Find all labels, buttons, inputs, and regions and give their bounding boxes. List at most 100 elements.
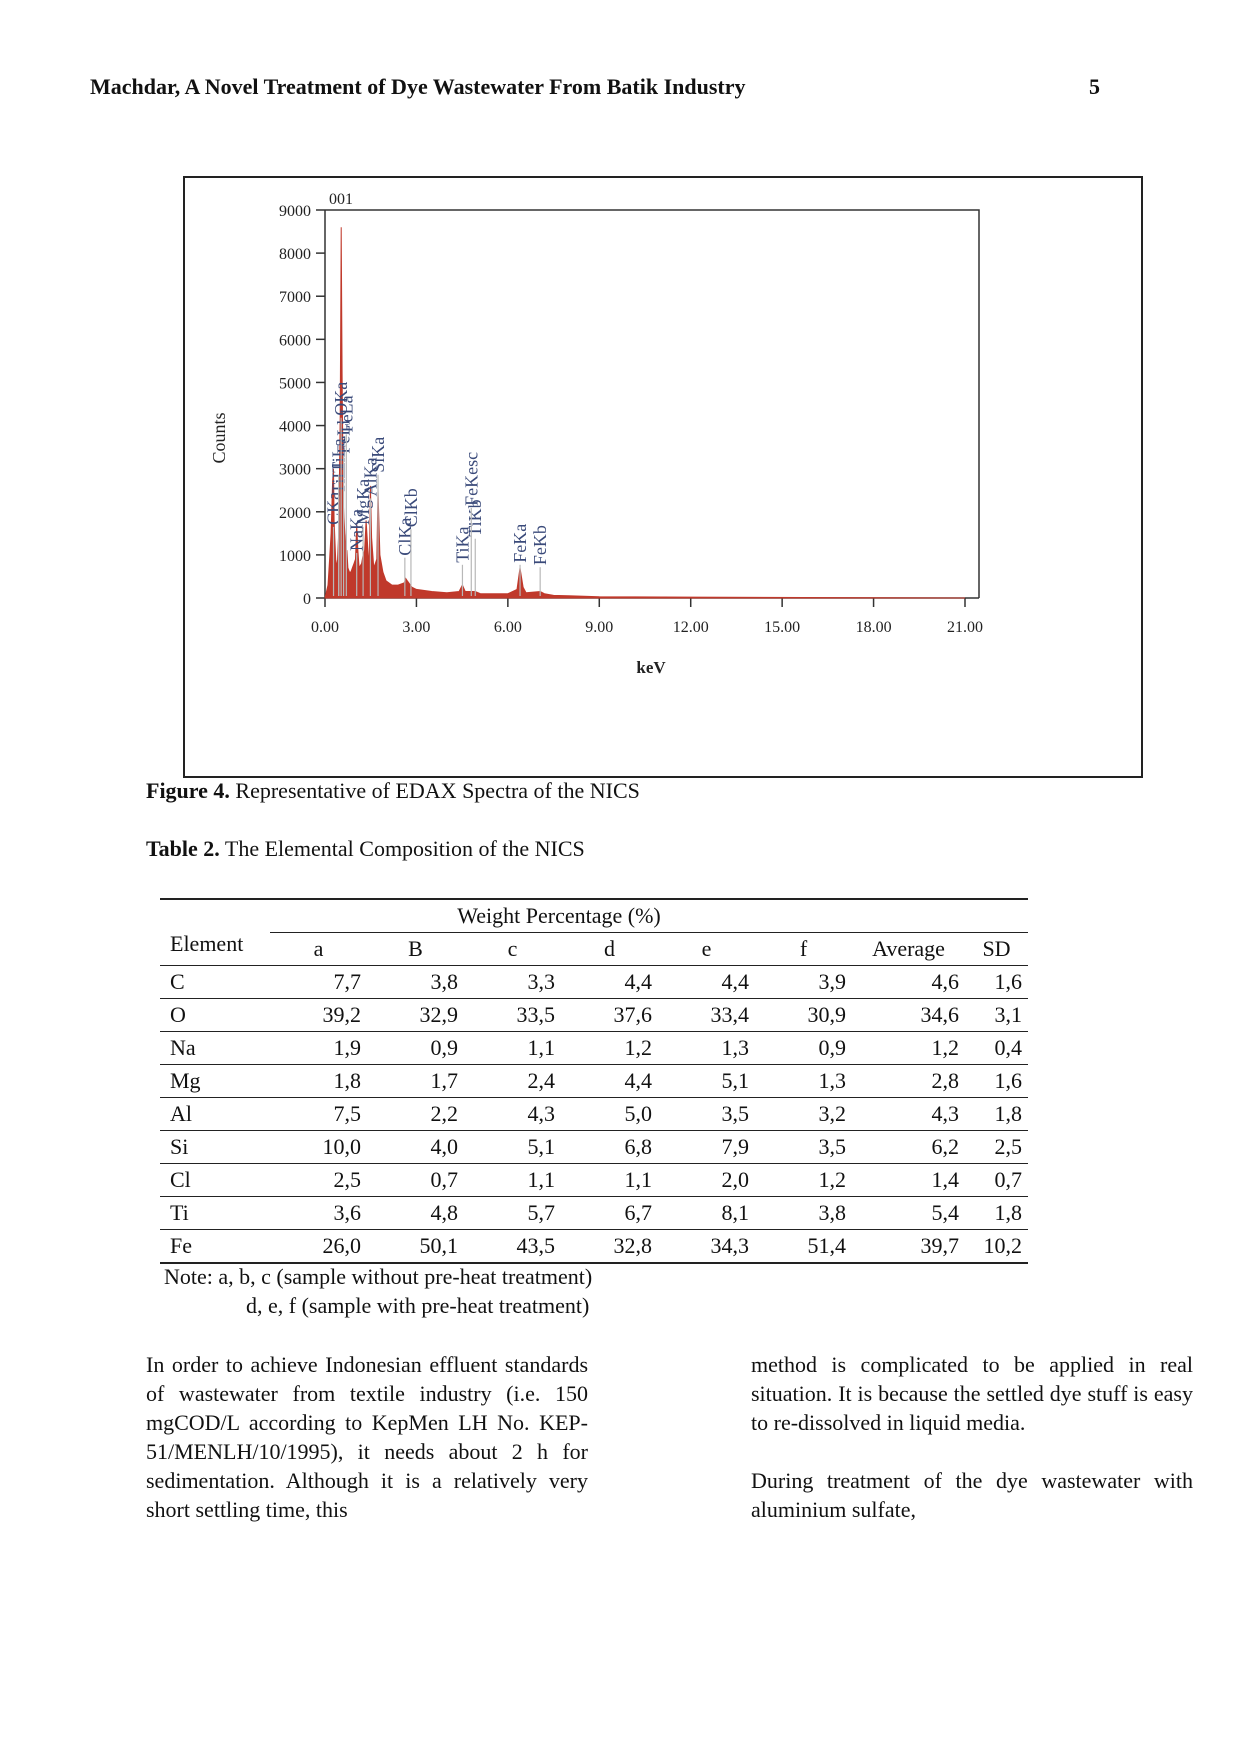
peak-label: FeKa xyxy=(510,524,530,563)
edax-spectrum-chart: 0 1000 2000 3000 4000 5000 6000 7000 8000 9000 0.0… xyxy=(209,191,983,677)
spectrum-series xyxy=(324,227,966,599)
value-cell: 3,5 xyxy=(658,1097,755,1131)
body-right-column: method is complicated to be applied in r… xyxy=(751,1350,1193,1553)
element-cell: Si xyxy=(160,1130,270,1164)
x-tick-label: 12.00 xyxy=(673,619,709,636)
figure-caption-text: Representative of EDAX Spectra of the NI… xyxy=(235,778,640,803)
value-cell: 43,5 xyxy=(464,1229,561,1264)
value-cell: 6,8 xyxy=(561,1130,658,1164)
value-cell: 1,3 xyxy=(658,1031,755,1065)
value-cell: 1,8 xyxy=(965,1196,1028,1230)
column-header: Average xyxy=(872,936,945,961)
peak-label: ClKa xyxy=(395,518,415,556)
value-cell: 1,6 xyxy=(965,965,1028,999)
value-cell: 3,6 xyxy=(270,1196,367,1230)
peak-label: CKa xyxy=(324,492,344,525)
value-cell: 1,9 xyxy=(270,1031,367,1065)
value-cell: 1,6 xyxy=(965,1064,1028,1098)
value-cell: 4,4 xyxy=(561,965,658,999)
plot-frame xyxy=(325,209,980,598)
y-tick-label: 0 xyxy=(303,591,311,608)
value-cell: 4,6 xyxy=(852,965,965,999)
value-cell: 1,8 xyxy=(270,1064,367,1098)
value-cell: 1,4 xyxy=(852,1163,965,1197)
table-caption-text: The Elemental Composition of the NICS xyxy=(224,836,585,861)
running-header: Machdar, A Novel Treatment of Dye Wastew… xyxy=(90,74,1100,100)
table-header-blank xyxy=(160,898,270,933)
value-cell: 2,2 xyxy=(367,1097,464,1131)
element-cell: Na xyxy=(160,1031,270,1065)
table-row: Si 10,0 4,0 5,1 6,8 7,9 3,5 6,2 2,5 xyxy=(160,1130,1028,1164)
value-cell: 4,8 xyxy=(367,1196,464,1230)
body-paragraph: During treatment of the dye wastewater w… xyxy=(751,1468,1193,1522)
value-cell: 4,4 xyxy=(658,965,755,999)
peak-label: OKa xyxy=(331,382,351,416)
element-cell: Mg xyxy=(160,1064,270,1098)
figure-caption: Figure 4. Representative of EDAX Spectra… xyxy=(146,778,640,804)
y-tick-label: 6000 xyxy=(279,332,311,349)
body-paragraph: In order to achieve Indonesian effluent … xyxy=(146,1352,588,1522)
column-header: SD xyxy=(982,936,1011,961)
peak-label: FeKesc xyxy=(461,452,481,506)
weight-percentage-header: Weight Percentage (%) xyxy=(270,898,1028,933)
value-cell: 5,4 xyxy=(852,1196,965,1230)
value-cell: 3,3 xyxy=(464,965,561,999)
column-header: c xyxy=(507,936,518,961)
value-cell: 3,1 xyxy=(965,998,1028,1032)
value-cell: 5,0 xyxy=(561,1097,658,1131)
value-cell: 6,7 xyxy=(561,1196,658,1230)
value-cell: 3,2 xyxy=(755,1097,852,1131)
body-left-column: In order to achieve Indonesian effluent … xyxy=(146,1350,588,1553)
value-cell: 5,1 xyxy=(658,1064,755,1098)
value-cell: 0,4 xyxy=(965,1031,1028,1065)
value-cell: 2,0 xyxy=(658,1163,755,1197)
value-cell: 34,6 xyxy=(852,998,965,1032)
column-header: d xyxy=(604,936,615,961)
y-tick-label: 5000 xyxy=(279,375,311,392)
value-cell: 7,5 xyxy=(270,1097,367,1131)
table-note-line-1: Note: a, b, c (sample without pre-heat t… xyxy=(164,1264,593,1289)
peak-label: NaKa xyxy=(347,509,367,551)
element-cell: Cl xyxy=(160,1163,270,1197)
value-cell: 1,2 xyxy=(561,1031,658,1065)
value-cell: 39,7 xyxy=(852,1229,965,1264)
value-cell: 1,8 xyxy=(965,1097,1028,1131)
value-cell: 51,4 xyxy=(755,1229,852,1264)
peak-label: TiKa xyxy=(452,526,472,562)
element-cell: Ti xyxy=(160,1196,270,1230)
y-tick-label: 9000 xyxy=(279,203,311,220)
element-cell: O xyxy=(160,998,270,1032)
y-tick-label: 3000 xyxy=(279,462,311,479)
peak-label: TiKb xyxy=(465,499,485,536)
value-cell: 50,1 xyxy=(367,1229,464,1264)
table-row: Mg 1,8 1,7 2,4 4,4 5,1 1,3 2,8 1,6 xyxy=(160,1064,1028,1098)
value-cell: 10,0 xyxy=(270,1130,367,1164)
y-tick-label: 4000 xyxy=(279,419,311,436)
value-cell: 3,9 xyxy=(755,965,852,999)
value-cell: 26,0 xyxy=(270,1229,367,1264)
table-group-header-row: Weight Percentage (%) xyxy=(160,898,1028,933)
value-cell: 1,1 xyxy=(561,1163,658,1197)
value-cell: 1,2 xyxy=(852,1031,965,1065)
page-number: 5 xyxy=(1089,74,1100,99)
value-cell: 0,9 xyxy=(755,1031,852,1065)
table-row: C 7,7 3,8 3,3 4,4 4,4 3,9 4,6 1,6 xyxy=(160,965,1028,999)
x-tick-label: 0.00 xyxy=(311,619,339,636)
table-note-line-2: d, e, f (sample with pre-heat treatment) xyxy=(246,1293,590,1318)
value-cell: 5,1 xyxy=(464,1130,561,1164)
value-cell: 4,3 xyxy=(464,1097,561,1131)
value-cell: 3,8 xyxy=(755,1196,852,1230)
x-tick-label: 21.00 xyxy=(947,619,983,636)
value-cell: 3,8 xyxy=(367,965,464,999)
table-row: Fe 26,0 50,1 43,5 32,8 34,3 51,4 39,7 10,2 xyxy=(160,1229,1028,1264)
peak-label: FeKb xyxy=(530,525,550,565)
table-caption: Table 2. The Elemental Composition of th… xyxy=(146,836,585,862)
x-tick-label: 15.00 xyxy=(764,619,800,636)
value-cell: 39,2 xyxy=(270,998,367,1032)
value-cell: 7,9 xyxy=(658,1130,755,1164)
value-cell: 6,2 xyxy=(852,1130,965,1164)
value-cell: 0,7 xyxy=(367,1163,464,1197)
value-cell: 34,3 xyxy=(658,1229,755,1264)
value-cell: 4,4 xyxy=(561,1064,658,1098)
running-title: Machdar, A Novel Treatment of Dye Wastew… xyxy=(90,74,746,99)
